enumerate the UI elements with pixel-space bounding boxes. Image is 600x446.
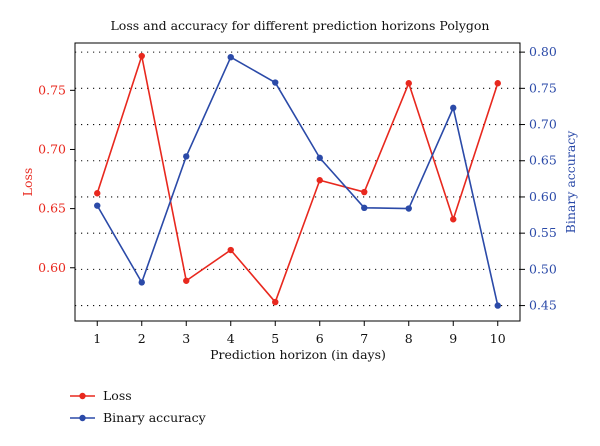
series-layer [94, 52, 501, 309]
data-point-loss [361, 188, 368, 196]
plot-frame [74, 42, 521, 322]
series-line-binary-accuracy [96, 56, 499, 306]
x-tick-label: 10 [490, 331, 506, 346]
data-point-binary-accuracy [405, 205, 412, 212]
data-point-binary-accuracy [494, 302, 501, 309]
data-point-loss [450, 216, 457, 223]
data-point-loss [227, 246, 234, 254]
left-tick-label: 0.65 [38, 201, 66, 216]
data-point-loss [405, 80, 412, 87]
data-point-loss [272, 298, 279, 306]
legend-label-binary-accuracy: Binary accuracy [103, 410, 207, 425]
right-tick-label: 0.45 [529, 298, 557, 313]
left-axis: 0.60 0.65 0.70 0.75 [38, 82, 75, 275]
data-point-loss [138, 52, 145, 60]
data-point-binary-accuracy [361, 204, 368, 212]
legend-marker-binary-accuracy [79, 414, 86, 422]
x-tick-label: 5 [271, 331, 279, 346]
x-axis-label: Prediction horizon (in days) [210, 347, 386, 362]
x-tick-label: 6 [316, 331, 324, 346]
legend-label-loss: Loss [103, 388, 132, 403]
x-tick-label: 2 [138, 331, 146, 346]
left-tick-label: 0.70 [38, 141, 66, 156]
left-tick-label: 0.60 [38, 260, 66, 275]
legend: Loss Binary accuracy [70, 388, 207, 425]
right-tick-label: 0.60 [529, 189, 557, 204]
series-line-loss [96, 55, 499, 303]
x-tick-label: 8 [405, 331, 413, 346]
right-tick-label: 0.75 [529, 80, 557, 95]
right-tick-label: 0.80 [529, 44, 557, 59]
data-point-binary-accuracy [316, 154, 323, 162]
left-tick-label: 0.75 [38, 82, 66, 97]
x-tick-label: 4 [227, 331, 235, 346]
data-point-binary-accuracy [450, 104, 457, 112]
right-tick-label: 0.55 [529, 225, 557, 240]
right-tick-label: 0.50 [529, 261, 557, 276]
left-axis-label: Loss [20, 168, 35, 197]
right-tick-label: 0.70 [529, 117, 557, 132]
x-tick-label: 7 [360, 331, 368, 346]
data-point-binary-accuracy [94, 202, 101, 209]
x-tick-label: 1 [93, 331, 101, 346]
legend-marker-loss [79, 392, 86, 400]
right-tick-label: 0.65 [529, 153, 557, 168]
x-tick-label: 9 [449, 331, 457, 346]
data-point-loss [183, 277, 190, 284]
grid [75, 51, 520, 307]
x-tick-label: 3 [182, 331, 190, 346]
data-point-loss [494, 80, 501, 87]
data-point-binary-accuracy [138, 279, 145, 286]
right-axis-label: Binary accuracy [563, 130, 578, 234]
data-point-binary-accuracy [227, 53, 234, 61]
x-axis: 1 2 3 4 5 6 7 8 9 10 [93, 321, 506, 346]
data-point-binary-accuracy [183, 153, 190, 160]
right-axis: 0.45 0.50 0.55 0.60 0.65 0.70 0.75 0.80 [520, 44, 557, 313]
data-point-loss [94, 190, 101, 197]
data-point-binary-accuracy [272, 79, 279, 86]
data-point-loss [316, 177, 323, 184]
chart-title: Loss and accuracy for different predicti… [111, 18, 490, 33]
